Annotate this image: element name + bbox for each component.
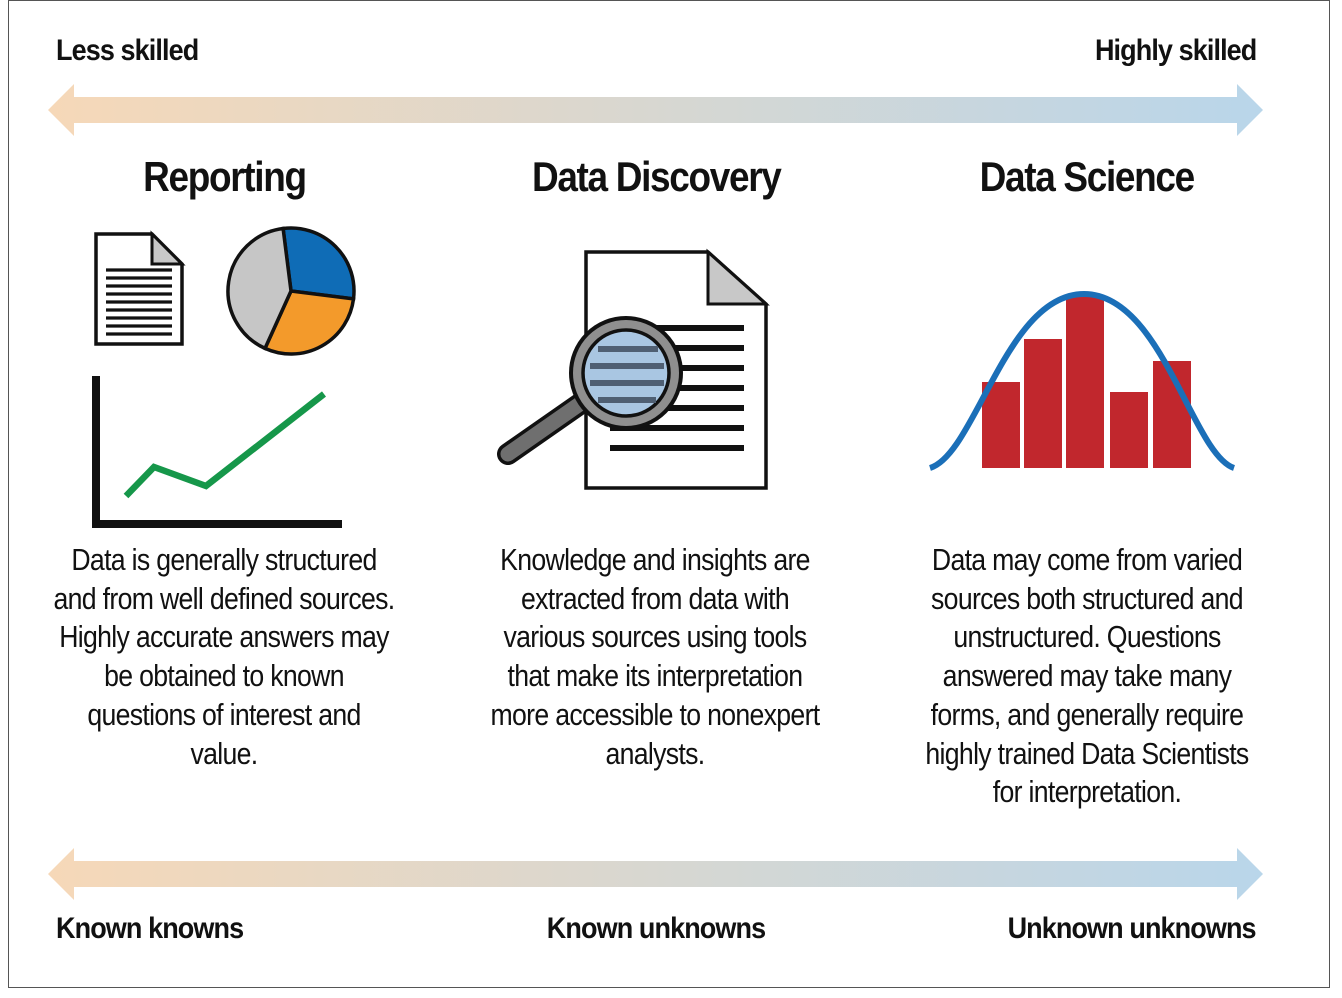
reporting-description: Data is generally structured and from we… — [53, 542, 396, 771]
data-science-title: Data Science — [979, 153, 1196, 200]
magnified-document-icon — [497, 248, 770, 490]
known-unknowns-label: Known unknowns — [546, 912, 766, 945]
knowledge-scale-arrow — [48, 848, 1263, 900]
skill-scale-arrow — [48, 84, 1263, 136]
unknown-unknowns-label: Unknown unknowns — [1007, 912, 1257, 945]
known-knowns-label: Known knowns — [56, 912, 244, 945]
data-discovery-description: Knowledge and insights are extracted fro… — [490, 542, 820, 771]
line-chart-icon — [92, 376, 342, 528]
data-discovery-title: Data Discovery — [531, 153, 782, 200]
pie-chart-icon — [226, 226, 356, 356]
reporting-title: Reporting — [142, 153, 307, 200]
highly-skilled-label: Highly skilled — [1094, 34, 1257, 67]
diagram-frame — [8, 0, 1330, 988]
data-science-description: Data may come from varied sources both s… — [925, 542, 1249, 810]
document-icon — [94, 230, 186, 346]
histogram-bell-curve-icon — [928, 290, 1236, 471]
less-skilled-label: Less skilled — [56, 34, 199, 67]
